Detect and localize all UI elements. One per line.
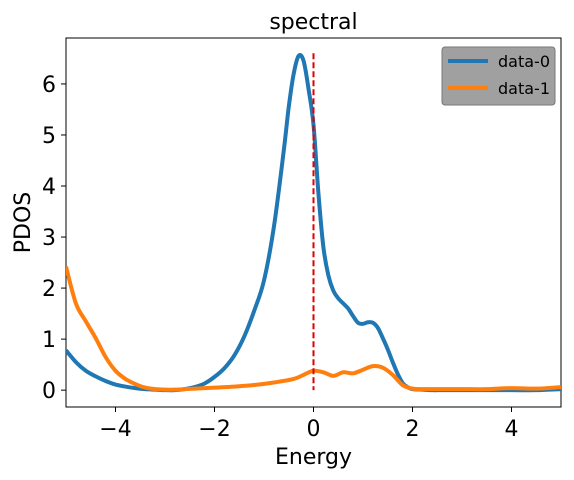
x-tick-label: 0: [307, 417, 321, 442]
legend: data-0 data-1: [441, 46, 556, 106]
x-tick-label: 4: [505, 417, 519, 442]
y-tick-label: 0: [42, 379, 56, 404]
y-axis-ticks: 0 1 2 3 4 5 6: [42, 73, 66, 404]
x-tick-label: −4: [99, 417, 131, 442]
x-tick-label: −2: [198, 417, 230, 442]
x-axis-ticks: −4 −2 0 2 4: [99, 407, 519, 442]
y-tick-label: 4: [42, 175, 56, 200]
series-line-data-1: [66, 266, 561, 392]
y-tick-label: 5: [42, 124, 56, 149]
chart-title: spectral: [269, 10, 357, 35]
y-tick-label: 1: [42, 328, 56, 353]
y-tick-label: 2: [42, 277, 56, 302]
legend-entries: data-0 data-1: [448, 52, 550, 98]
series-layer: [66, 53, 561, 393]
y-tick-label: 6: [42, 73, 56, 98]
y-tick-label: 3: [42, 226, 56, 251]
legend-label: data-1: [498, 79, 550, 98]
y-axis-label: PDOS: [11, 192, 36, 254]
x-tick-label: 2: [406, 417, 420, 442]
legend-label: data-0: [498, 52, 550, 71]
x-axis-label: Energy: [275, 445, 352, 470]
